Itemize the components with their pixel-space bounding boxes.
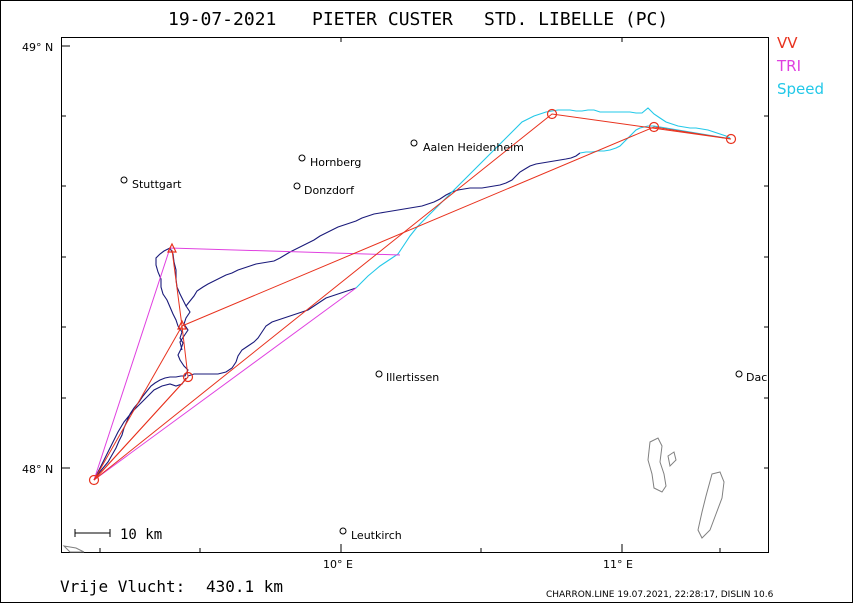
- turnpoint-3: [648, 121, 660, 133]
- legend-speed: Speed: [777, 80, 824, 98]
- turnpoint-tri-1: [167, 242, 177, 253]
- lon-label-10: 10° E: [323, 558, 353, 571]
- turnpoint-4: [725, 133, 737, 145]
- place-illertissen: Illertissen: [386, 371, 439, 384]
- map-frame: [61, 37, 769, 553]
- speed-track: [355, 107, 731, 289]
- lat-label-49: 49° N: [22, 41, 53, 54]
- glider-name: STD. LIBELLE (PC): [484, 9, 668, 30]
- place-leutkirch: Leutkirch: [351, 529, 402, 542]
- lakes: [62, 437, 725, 553]
- legend-tri: TRI: [776, 57, 801, 75]
- turnpoint-2: [546, 108, 558, 120]
- place-stuttgart: Stuttgart: [132, 178, 182, 191]
- flight-date: 19-07-2021: [168, 9, 276, 30]
- place-hornberg: Hornberg: [310, 156, 361, 169]
- place-markers: [120, 139, 743, 535]
- lon-label-11: 11° E: [603, 558, 633, 571]
- vv-route: [93, 113, 732, 481]
- axis-ticks: [62, 38, 768, 552]
- result-value: 430.1 km: [206, 577, 283, 596]
- pilot-name: PIETER CUSTER: [312, 9, 453, 30]
- scale-bar: [74, 529, 111, 537]
- turnpoint-start: [88, 474, 100, 486]
- place-donzdorf: Donzdorf: [304, 184, 355, 197]
- place-dac: Dac: [746, 371, 767, 384]
- flight-track: [93, 152, 581, 481]
- turnpoint-1: [182, 371, 194, 383]
- turnpoint-markers: [88, 108, 737, 486]
- turnpoint-tri-2: [177, 319, 187, 330]
- lat-label-48: 48° N: [22, 463, 53, 476]
- result-label: Vrije Vlucht:: [60, 577, 185, 596]
- footer-info: CHARRON.LINE 19.07.2021, 22:28:17, DISLI…: [546, 590, 774, 600]
- scale-label: 10 km: [120, 527, 162, 543]
- legend-vv: VV: [777, 34, 798, 52]
- tri-route: [93, 247, 401, 481]
- place-aalen-heidenheim: Aalen Heidenheim: [423, 141, 524, 154]
